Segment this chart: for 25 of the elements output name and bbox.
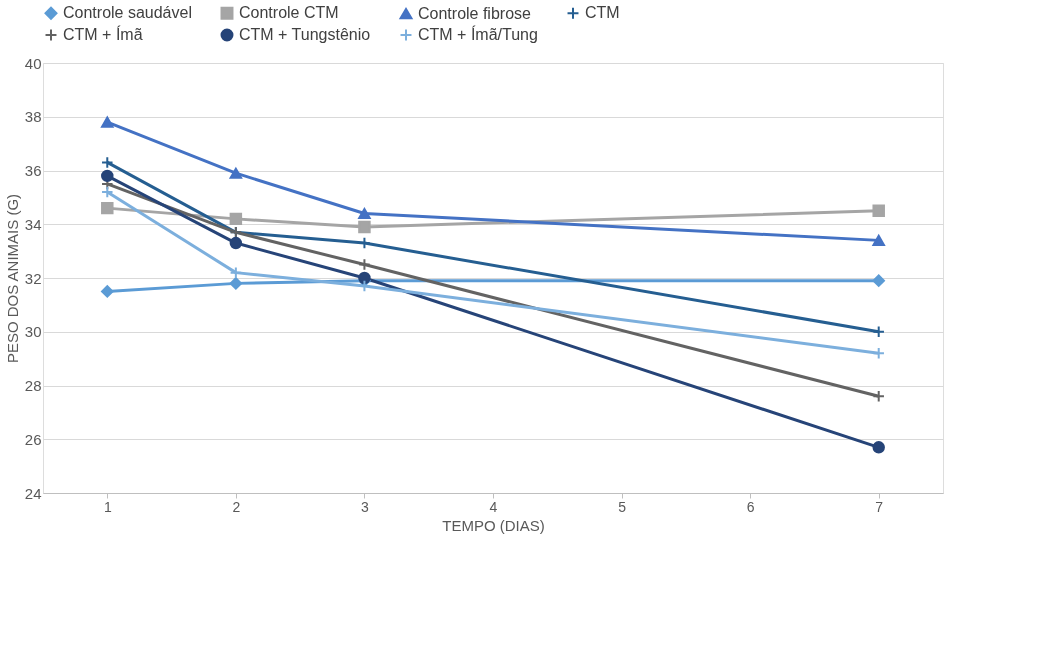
y-tick-label: 30: [24, 323, 42, 341]
x-tick-label: 5: [618, 498, 627, 515]
y-tick-label: 38: [24, 108, 42, 126]
y-tick-label: 24: [24, 484, 42, 502]
legend-label: CTM + Tungstênio: [239, 26, 371, 43]
legend-label: CTM: [585, 4, 620, 22]
x-axis-title: TEMPO (DIAS): [442, 516, 545, 534]
legend-label: Controle fibrose: [418, 4, 532, 22]
x-tick-label: 6: [746, 498, 755, 515]
y-tick-label: 26: [24, 430, 42, 448]
y-tick-label: 40: [24, 54, 42, 72]
legend-label: Controle CTM: [239, 4, 339, 22]
x-tick-label: 7: [875, 498, 884, 515]
y-tick-label: 34: [24, 215, 42, 233]
y-tick-label: 28: [24, 377, 42, 394]
y-axis-title: PESO DOS ANIMAIS (G): [3, 193, 21, 364]
legend-label: CTM + Ímã: [63, 25, 143, 43]
legend-label: CTM + Ímã/Tung: [418, 25, 538, 43]
x-tick-label: 2: [232, 498, 241, 515]
x-tick-label: 1: [103, 498, 112, 515]
legend-label: Controle saudável: [63, 4, 192, 22]
x-tick-label: 3: [361, 498, 370, 515]
x-tick-label: 4: [489, 498, 498, 515]
y-tick-label: 36: [24, 162, 42, 179]
y-tick-label: 32: [24, 269, 42, 287]
